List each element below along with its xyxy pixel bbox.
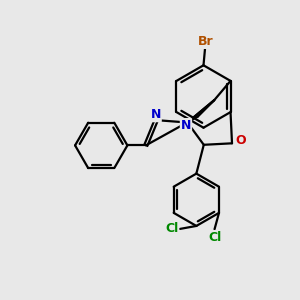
Text: Cl: Cl (165, 222, 178, 236)
Text: O: O (235, 134, 246, 147)
Text: N: N (181, 119, 191, 132)
Text: Br: Br (198, 35, 214, 48)
Text: N: N (150, 108, 161, 121)
Text: Cl: Cl (208, 231, 221, 244)
